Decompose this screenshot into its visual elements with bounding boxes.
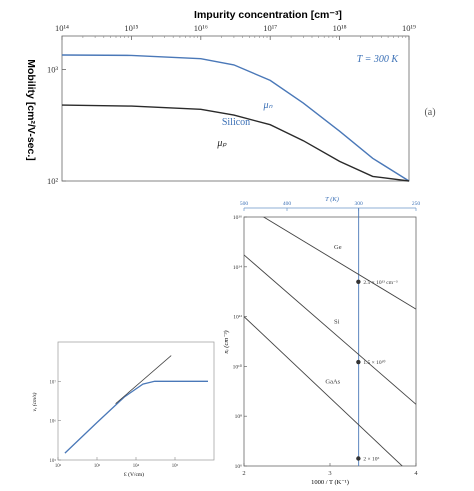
x-tick-label: 2 [242,470,245,477]
chart-a-annotation-material: Silicon [222,117,250,128]
mobility-chart: Impurity concentration [cm⁻³] Mobility [… [25,9,436,186]
intrinsic-point-label: 2.5 × 10¹³ cm⁻³ [363,280,398,286]
linear-asymptote-line [115,355,172,405]
series-line-mu-p [61,104,410,182]
top-tick-label: 300 [355,201,364,207]
chart-a-plot-frame [61,35,410,182]
top-tick-label: 250 [412,201,421,207]
series-label-ge: Ge [334,244,342,251]
chart-c-plot-frame [57,341,215,461]
x-tick-label: 10⁵ [172,463,179,469]
x-tick-label: 10⁴ [133,463,140,469]
series-line-mu-n [61,54,410,182]
y-tick-label: 10⁷ [50,379,57,385]
chart-a-annotation-temperature: T = 300 K [357,54,400,65]
series-label-gaas: GaAs [325,379,340,386]
x-tick-label: 10¹⁷ [263,23,277,33]
x-tick-label: 10² [55,463,62,469]
drift-velocity-chart: 10² 10³ 10⁴ 10⁵ 10⁷ 10⁶ 10⁵ vₑ (cm/s) Ɛ (V/cm) [31,341,215,478]
y-tick-label: 10¹² [233,315,242,321]
y-tick-label: 10² [47,176,59,186]
chart-b-xlabel: 1000 / T (K⁻¹) [311,479,349,486]
intrinsic-point [356,456,361,461]
series-line-ge [262,217,416,310]
chart-a-annotation-panel: (a) [424,107,435,118]
chart-c-xlabel: Ɛ (V/cm) [124,471,144,478]
drift-velocity-curve [64,380,208,454]
x-tick-label: 10¹⁵ [124,23,138,33]
series-label-mu-n: μₙ [262,100,273,111]
series-line-si [244,254,416,405]
y-tick-label: 10¹⁴ [233,265,242,271]
series-line-gaas [244,316,403,466]
y-tick-label: 10⁶ [235,464,243,470]
y-tick-label: 10⁵ [50,458,57,464]
chart-b-ylabel: nᵢ (cm⁻³) [223,330,230,353]
x-tick-label: 3 [328,470,331,477]
y-tick-label: 10⁸ [235,414,243,420]
intrinsic-point [356,279,361,284]
intrinsic-point-label: 1.5 × 10¹⁰ [363,359,386,366]
y-tick-label: 10⁶ [50,419,57,425]
intrinsic-point [356,359,361,365]
x-tick-label: 10¹⁶ [194,23,208,33]
x-tick-label: 10¹⁹ [402,23,416,33]
y-tick-label: 10¹⁰ [233,363,243,370]
chart-a-title: Impurity concentration [cm⁻³] [194,9,342,21]
chart-b-top-xlabel: T (K) [325,196,339,203]
intrinsic-point-label: 2 × 10⁶ [363,457,379,463]
x-tick-label: 10³ [94,463,101,469]
chart-a-ylabel: Mobility [cm²/V-sec.] [25,59,37,161]
x-tick-label: 10¹⁸ [333,23,347,33]
top-tick-label: 500 [240,201,249,207]
x-tick-label: 10¹⁴ [55,23,69,33]
series-label-mu-p: μₚ [216,138,227,149]
x-tick-label: 4 [414,470,418,477]
chart-c-ylabel: vₑ (cm/s) [31,392,38,411]
y-tick-label: 10¹⁶ [233,215,242,221]
top-tick-label: 400 [283,201,292,207]
series-label-si: Si [334,319,340,326]
y-tick-label: 10³ [47,65,59,75]
